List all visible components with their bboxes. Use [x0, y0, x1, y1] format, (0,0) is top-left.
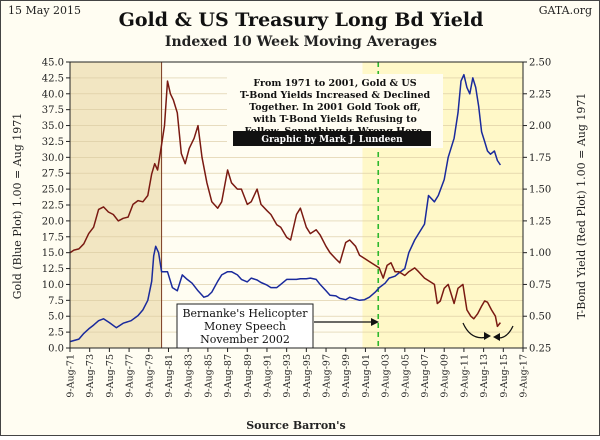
x-tick-label-3: 9-Aug-77	[125, 354, 136, 398]
callout-arrowhead	[371, 318, 379, 326]
right-tick-label-4: 1.25	[529, 216, 551, 227]
left-tick-label-6: 15.0	[42, 248, 64, 259]
x-tick-label-10: 9-Aug-91	[263, 354, 274, 398]
right-tick-label-6: 1.75	[529, 153, 551, 164]
left-tick-label-8: 20.0	[42, 216, 64, 227]
x-tick-label-9: 9-Aug-89	[243, 354, 254, 398]
x-tick-label-13: 9-Aug-97	[322, 354, 333, 398]
x-tick-label-23: 9-Aug-17	[519, 354, 530, 398]
x-tick-label-4: 9-Aug-79	[144, 354, 155, 398]
credit-banner	[233, 131, 431, 146]
left-tick-label-3: 7.5	[48, 296, 64, 307]
note-line-2: T-Bond Yields Increased & Declined	[240, 90, 431, 101]
left-tick-label-10: 25.0	[42, 185, 64, 196]
left-tick-label-11: 27.5	[42, 169, 64, 180]
series-layer	[69, 73, 502, 343]
chart-title: Gold & US Treasury Long Bd Yield	[119, 9, 484, 31]
left-tick-label-4: 10.0	[42, 280, 64, 291]
left-tick-label-9: 22.5	[42, 201, 64, 212]
note-line-1: From 1971 to 2001, Gold & US	[253, 78, 416, 89]
left-tick-label-1: 2.5	[48, 328, 64, 339]
right-tick-label-9: 2.50	[529, 58, 551, 69]
right-tick-label-1: 0.50	[529, 312, 551, 323]
x-tick-label-12: 9-Aug-95	[302, 354, 313, 398]
x-tick-label-19: 9-Aug-09	[440, 354, 451, 398]
callout-line-1: Bernanke's Helicopter	[182, 307, 308, 320]
left-tick-label-13: 32.5	[42, 137, 64, 148]
x-tick-label-6: 9-Aug-83	[184, 354, 195, 398]
chart-subtitle: Indexed 10 Week Moving Averages	[165, 34, 437, 50]
x-tick-label-17: 9-Aug-05	[400, 354, 411, 398]
callout-line-3: November 2002	[200, 333, 290, 346]
credit-label: GATA.org	[539, 4, 592, 17]
x-tick-label-5: 9-Aug-81	[164, 354, 175, 398]
left-tick-label-5: 12.5	[42, 264, 64, 275]
x-tick-label-7: 9-Aug-85	[203, 354, 214, 398]
x-tick-label-16: 9-Aug-03	[381, 354, 392, 398]
x-tick-label-22: 9-Aug-15	[499, 354, 510, 398]
note-line-4: with T-Bond Yields Refusing to	[252, 114, 417, 125]
bottom-curve-arrowhead-right	[493, 333, 500, 341]
x-tick-label-21: 9-Aug-13	[479, 354, 490, 398]
x-tick-label-1: 9-Aug-73	[85, 354, 96, 398]
source-label: Source Barron's	[246, 419, 346, 432]
left-tick-label-0: 0.0	[48, 344, 64, 355]
bond-yield-series-line	[69, 80, 501, 328]
left-tick-label-16: 40.0	[42, 89, 64, 100]
left-axis-ticks: 0.0 2.5 5.0 7.5 10.0 12.5 15.0 17.5 20.0 22.5 25.0…	[42, 58, 70, 355]
x-axis-ticks: 9-Aug-71 9-Aug-73 9-Aug-75 9-Aug-77 9-Aug-79…	[66, 348, 530, 398]
callout-box	[176, 303, 314, 349]
note-line-3: Together. In 2001 Gold Took off,	[249, 102, 421, 113]
x-tick-label-20: 9-Aug-11	[459, 354, 470, 398]
left-tick-label-14: 35.0	[42, 121, 64, 132]
left-tick-label-12: 30.0	[42, 153, 64, 164]
right-tick-label-8: 2.25	[529, 89, 551, 100]
date-label: 15 May 2015	[8, 4, 81, 17]
left-tick-label-7: 17.5	[42, 232, 64, 243]
x-tick-label-15: 9-Aug-01	[361, 354, 372, 398]
x-tick-label-14: 9-Aug-99	[341, 354, 352, 398]
right-tick-label-3: 1.00	[529, 248, 551, 259]
right-tick-label-0: 0.25	[529, 344, 551, 355]
explanation-note: From 1971 to 2001, Gold & US T-Bond Yiel…	[227, 74, 443, 148]
x-tick-label-8: 9-Aug-87	[223, 354, 234, 398]
gold-series-line	[69, 73, 502, 343]
x-tick-label-18: 9-Aug-07	[420, 354, 431, 398]
x-tick-label-0: 9-Aug-71	[66, 354, 77, 398]
x-tick-label-2: 9-Aug-75	[105, 354, 116, 398]
left-tick-label-15: 37.5	[42, 105, 64, 116]
left-tick-label-2: 5.0	[48, 312, 64, 323]
right-tick-label-2: 0.75	[529, 280, 551, 291]
right-axis-title: T-Bond Yield (Red Plot) 1.00 = Aug 1971	[575, 93, 588, 320]
bottom-curve-arrowhead-left	[484, 332, 491, 340]
left-axis-title: Gold (Blue Plot) 1.00 = Aug 1971	[11, 113, 24, 299]
left-tick-label-18: 45.0	[42, 58, 64, 69]
bernanke-callout: Bernanke's Helicopter Money Speech Novem…	[176, 303, 379, 349]
right-tick-label-7: 2.00	[529, 121, 551, 132]
x-tick-label-11: 9-Aug-93	[282, 354, 293, 398]
left-tick-label-17: 42.5	[42, 73, 64, 84]
right-tick-label-5: 1.50	[529, 185, 551, 196]
callout-line-2: Money Speech	[204, 320, 286, 333]
credit-banner-text: Graphic by Mark J. Lundeen	[261, 135, 403, 145]
right-axis-ticks: 0.25 0.50 0.75 1.00 1.25 1.50 1.75 2.00 2.25 2.50	[523, 58, 551, 355]
